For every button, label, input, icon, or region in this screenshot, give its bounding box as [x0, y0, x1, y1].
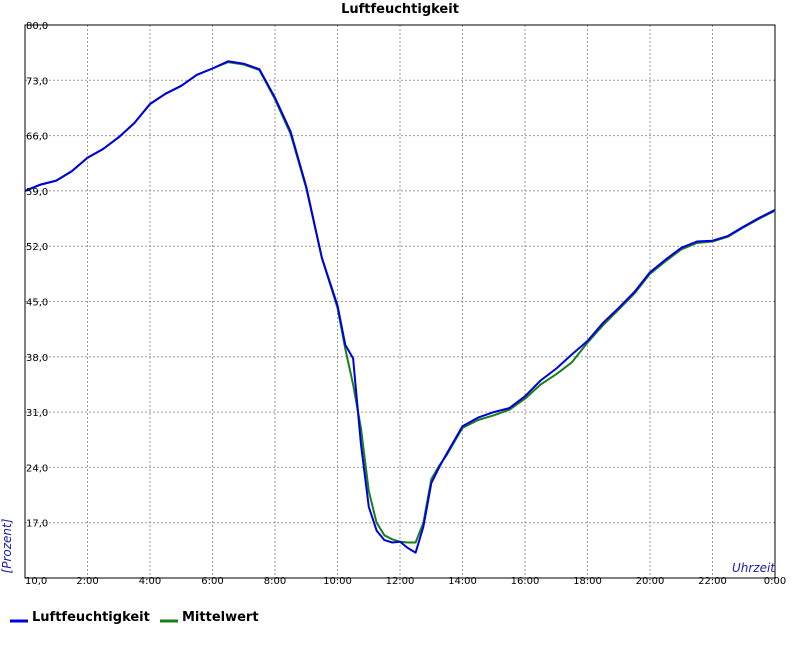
x-tick-label: 10,0 — [25, 576, 47, 587]
series-line-luftfeuchtigkeit — [24, 60, 776, 554]
x-tick-label: 12:00 — [386, 576, 415, 587]
y-tick-label: 24,0 — [26, 463, 48, 474]
x-tick-label: 20:00 — [636, 576, 665, 587]
legend-label: Mittelwert — [182, 610, 259, 625]
y-axis-label: [Prozent] — [0, 518, 14, 573]
legend: Luftfeuchtigkeit Mittelwert — [10, 610, 259, 625]
x-tick-label: 2:00 — [76, 576, 98, 587]
x-tick-label: 10:00 — [323, 576, 352, 587]
x-tick-label: 22:00 — [698, 576, 727, 587]
x-tick-label: 16:00 — [511, 576, 540, 587]
x-tick-label: 18:00 — [573, 576, 602, 587]
series-layer — [24, 60, 776, 554]
y-tick-label: 59,0 — [26, 187, 48, 198]
x-tick-label: 6:00 — [201, 576, 223, 587]
x-tick-label: 8:00 — [264, 576, 286, 587]
y-tick-label: 45,0 — [26, 298, 48, 309]
y-tick-label: 38,0 — [26, 353, 48, 364]
x-axis-label: Uhrzeit — [732, 561, 776, 575]
y-tick-label: 31,0 — [26, 408, 48, 419]
x-tick-label: 4:00 — [139, 576, 161, 587]
x-tick-label: 0:00 — [764, 576, 786, 587]
legend-label: Luftfeuchtigkeit — [32, 610, 150, 625]
chart-title: Luftfeuchtigkeit — [341, 2, 459, 17]
plot-frame — [24, 24, 776, 579]
y-tick-label: 80,0 — [26, 21, 48, 32]
y-tick-label: 66,0 — [26, 132, 48, 143]
tick-labels: 17,0 24,0 31,0 38,0 45,0 52,0 59,0 66,0 73,0 80,0… — [25, 21, 786, 587]
y-tick-label: 17,0 — [26, 519, 48, 530]
y-tick-label: 73,0 — [26, 76, 48, 87]
x-tick-label: 14:00 — [448, 576, 477, 587]
grid — [25, 25, 775, 578]
y-tick-label: 52,0 — [26, 242, 48, 253]
